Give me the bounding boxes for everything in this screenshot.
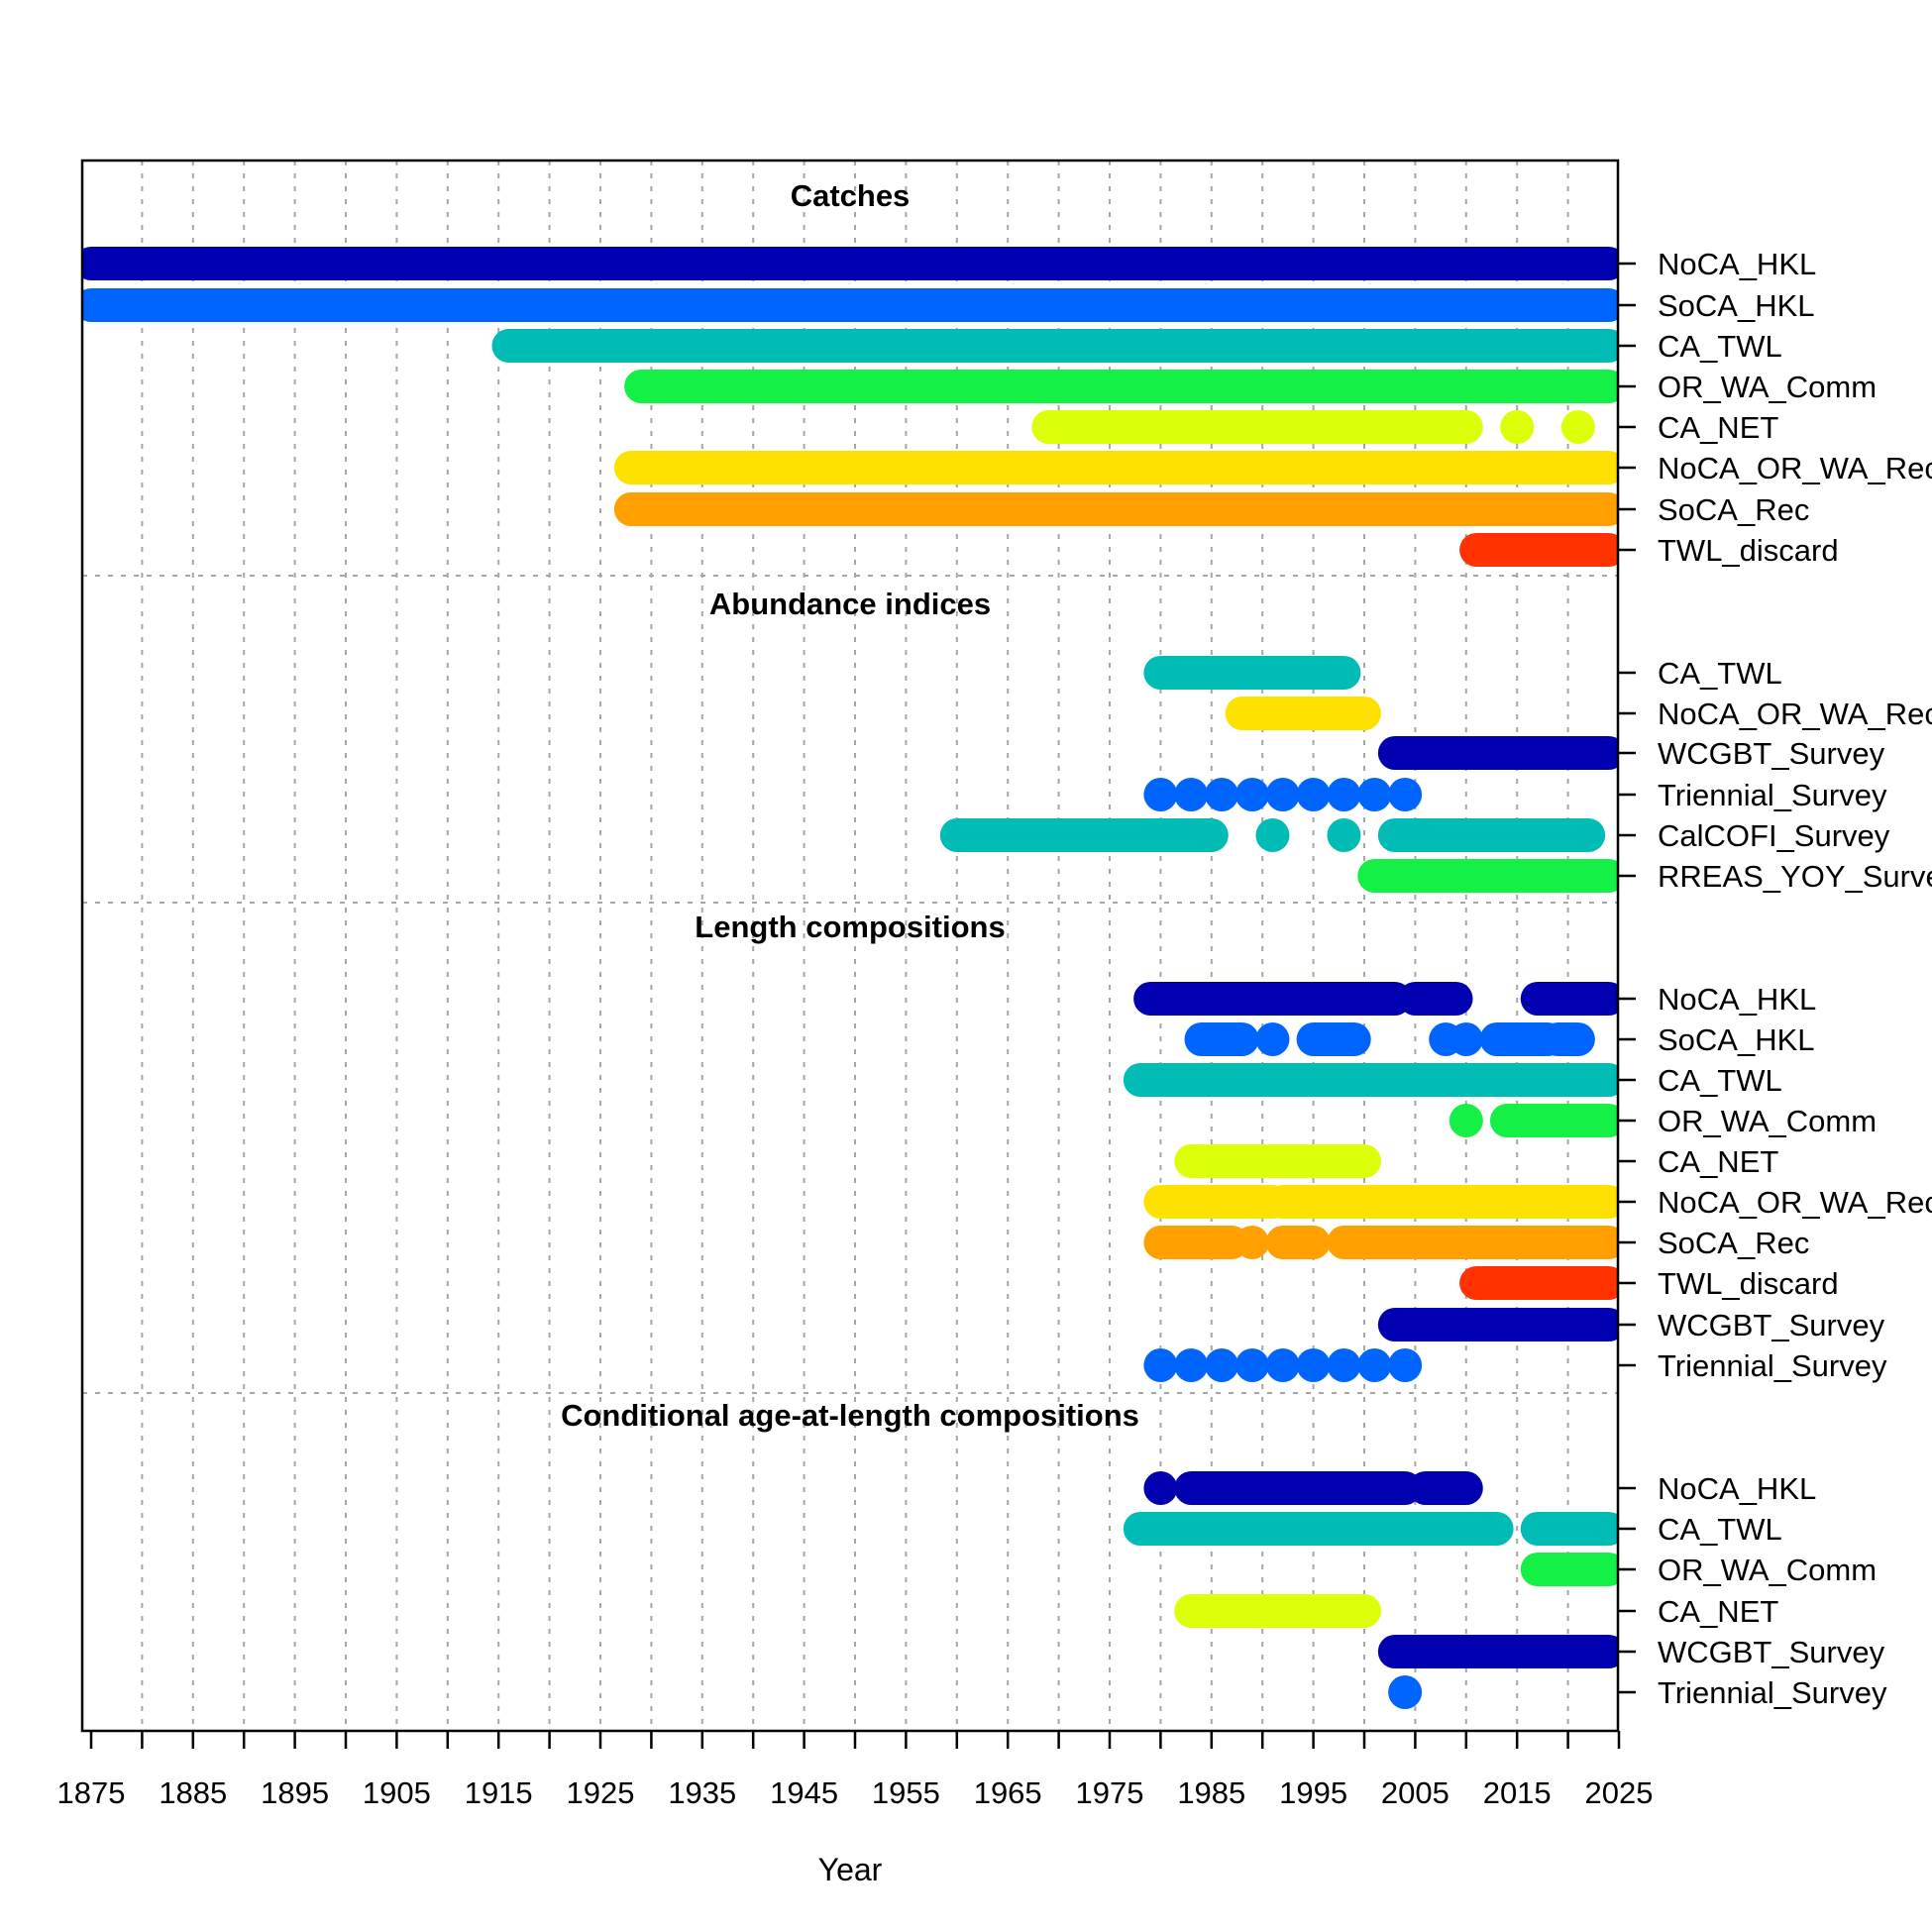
row-label: CA_NET bbox=[1658, 1144, 1778, 1179]
x-tick-label: 1875 bbox=[57, 1775, 126, 1810]
row-label: CA_TWL bbox=[1658, 656, 1782, 691]
row-label: WCGBT_Survey bbox=[1658, 1635, 1885, 1669]
data-point bbox=[1234, 1348, 1269, 1382]
row-label: TWL_discard bbox=[1658, 533, 1839, 568]
data-point bbox=[1234, 778, 1269, 811]
row-label: Triennial_Survey bbox=[1658, 1348, 1887, 1383]
data-point bbox=[1388, 1348, 1423, 1382]
data-point bbox=[1174, 778, 1209, 811]
x-tick-label: 1925 bbox=[567, 1775, 635, 1810]
data-point bbox=[1327, 818, 1361, 852]
data-point bbox=[1205, 1348, 1239, 1382]
row-label: OR_WA_Comm bbox=[1658, 1553, 1877, 1587]
row-label: Triennial_Survey bbox=[1658, 778, 1887, 812]
section-titles: Catches Abundance indices Length compositi… bbox=[561, 178, 1139, 1433]
row-label: WCGBT_Survey bbox=[1658, 736, 1885, 771]
data-point bbox=[1296, 778, 1331, 811]
data-point bbox=[1143, 778, 1178, 811]
data-point bbox=[1388, 778, 1423, 811]
x-tick-label: 1965 bbox=[974, 1775, 1042, 1810]
row-label: CA_TWL bbox=[1658, 1063, 1782, 1098]
row-label: CA_NET bbox=[1658, 410, 1778, 445]
x-axis-title: Year bbox=[818, 1852, 883, 1887]
row-label: OR_WA_Comm bbox=[1658, 1104, 1877, 1138]
data-point bbox=[1234, 1226, 1269, 1259]
data-point bbox=[1143, 1471, 1178, 1505]
row-label: CalCOFI_Survey bbox=[1658, 818, 1890, 853]
row-label: NoCA_OR_WA_Rec bbox=[1658, 451, 1932, 485]
x-tick-label: 2025 bbox=[1585, 1775, 1654, 1810]
data-point bbox=[1255, 818, 1290, 852]
row-label: NoCA_OR_WA_Rec bbox=[1658, 697, 1932, 731]
row-label: NoCA_HKL bbox=[1658, 982, 1816, 1017]
data-point bbox=[1357, 1348, 1392, 1382]
row-label: CA_NET bbox=[1658, 1594, 1778, 1629]
section-title: Conditional age-at-length compositions bbox=[561, 1398, 1139, 1433]
data-bars bbox=[82, 247, 1618, 1709]
row-label: CA_TWL bbox=[1658, 1512, 1782, 1547]
section-title: Catches bbox=[791, 178, 911, 213]
data-point bbox=[1296, 1348, 1331, 1382]
x-tick-label: 1955 bbox=[872, 1775, 940, 1810]
x-tick-label: 1895 bbox=[261, 1775, 329, 1810]
data-point bbox=[1357, 778, 1392, 811]
row-label: SoCA_HKL bbox=[1658, 288, 1815, 323]
x-tick-label: 1905 bbox=[363, 1775, 431, 1810]
data-point bbox=[1500, 410, 1535, 444]
data-point bbox=[1327, 778, 1361, 811]
row-label: CA_TWL bbox=[1658, 329, 1782, 364]
row-label: NoCA_OR_WA_Rec bbox=[1658, 1185, 1932, 1220]
row-label: WCGBT_Survey bbox=[1658, 1308, 1885, 1342]
row-label: SoCA_Rec bbox=[1658, 492, 1809, 527]
axis-ticks bbox=[89, 262, 1636, 1749]
row-label: Triennial_Survey bbox=[1658, 1675, 1887, 1710]
row-label: NoCA_HKL bbox=[1658, 1471, 1816, 1506]
data-point bbox=[1449, 1022, 1483, 1056]
x-tick-label: 1995 bbox=[1279, 1775, 1347, 1810]
row-label: SoCA_Rec bbox=[1658, 1226, 1809, 1260]
row-label: OR_WA_Comm bbox=[1658, 370, 1877, 404]
data-point bbox=[1255, 1022, 1290, 1056]
x-tick-label: 2005 bbox=[1381, 1775, 1449, 1810]
x-tick-label: 1885 bbox=[159, 1775, 227, 1810]
x-tick-label: 1915 bbox=[465, 1775, 533, 1810]
plot-frame bbox=[80, 159, 1620, 1733]
section-title: Abundance indices bbox=[709, 587, 991, 621]
x-tick-label: 1935 bbox=[668, 1775, 736, 1810]
data-point bbox=[1143, 1348, 1178, 1382]
data-point bbox=[1449, 1104, 1483, 1137]
section-title: Length compositions bbox=[695, 910, 1005, 944]
row-label: TWL_discard bbox=[1658, 1266, 1839, 1301]
row-label: NoCA_HKL bbox=[1658, 247, 1816, 281]
data-point bbox=[1205, 778, 1239, 811]
x-tick-label: 1985 bbox=[1177, 1775, 1245, 1810]
data-point bbox=[1265, 1348, 1300, 1382]
x-tick-label: 1975 bbox=[1076, 1775, 1144, 1810]
axis-labels: NoCA_HKL SoCA_HKL CA_TWL OR_WA_Comm CA_NET No… bbox=[57, 247, 1932, 1810]
x-tick-label: 1945 bbox=[770, 1775, 838, 1810]
data-point bbox=[1327, 1348, 1361, 1382]
data-point bbox=[1174, 1348, 1209, 1382]
data-point bbox=[1560, 410, 1595, 444]
data-point bbox=[1388, 1675, 1423, 1709]
row-label: RREAS_YOY_Survey bbox=[1658, 859, 1932, 894]
row-label: SoCA_HKL bbox=[1658, 1022, 1815, 1057]
x-tick-label: 2015 bbox=[1483, 1775, 1552, 1810]
data-point bbox=[1265, 778, 1300, 811]
